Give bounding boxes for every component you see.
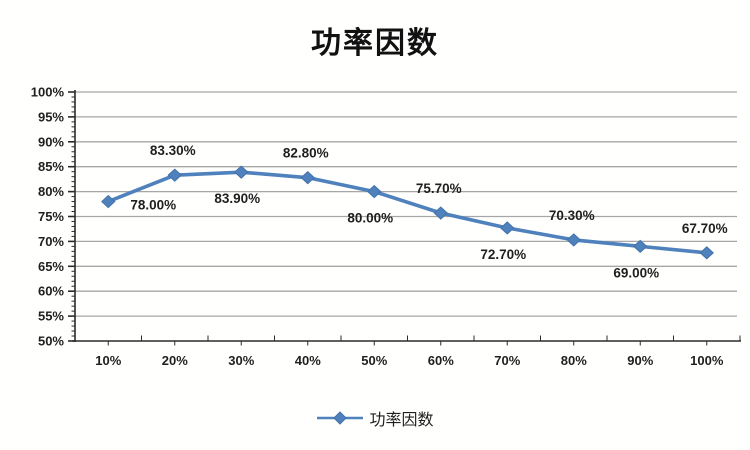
- legend: 功率因数: [0, 403, 750, 433]
- data-point-label: 80.00%: [347, 211, 393, 226]
- data-point-label: 69.00%: [613, 265, 659, 280]
- data-point-label: 75.70%: [416, 181, 462, 196]
- x-tick-label: 80%: [561, 353, 587, 368]
- x-tick-label: 90%: [627, 353, 653, 368]
- data-point-marker: [300, 170, 315, 185]
- y-tick-label: 55%: [38, 309, 64, 324]
- series-line: [106, 170, 709, 255]
- data-point-marker: [633, 239, 648, 254]
- y-tick-label: 50%: [38, 334, 64, 349]
- data-point-label: 83.90%: [214, 191, 260, 206]
- y-tick-label: 85%: [38, 159, 64, 174]
- data-point-label: 67.70%: [682, 221, 728, 236]
- data-point-label: 78.00%: [130, 198, 176, 213]
- data-point-marker: [500, 221, 515, 235]
- y-tick-label: 90%: [38, 134, 64, 149]
- chart-title: 功率因数: [311, 27, 439, 60]
- data-point-marker: [566, 233, 581, 247]
- x-tick-label: 50%: [361, 353, 387, 368]
- x-tick-label: 70%: [494, 353, 520, 368]
- x-tick-label: 30%: [228, 353, 254, 368]
- y-tick-label: 80%: [38, 184, 64, 199]
- data-point-marker: [699, 246, 714, 260]
- data-point-label: 83.30%: [150, 143, 196, 158]
- x-tick-label: 40%: [295, 353, 321, 368]
- y-tick-label: 60%: [38, 284, 64, 299]
- data-point-marker: [433, 206, 448, 220]
- y-tick-label: 75%: [38, 209, 64, 224]
- data-point-marker: [234, 165, 249, 179]
- x-tick-label: 20%: [162, 353, 188, 368]
- data-point-marker: [101, 194, 116, 209]
- y-tick-label: 65%: [38, 259, 64, 274]
- legend-label: 功率因数: [369, 412, 434, 429]
- x-tick-label: 60%: [428, 353, 454, 368]
- data-point-label: 72.70%: [480, 247, 526, 262]
- data-point-marker: [367, 184, 382, 199]
- data-point-label: 70.30%: [549, 208, 595, 223]
- x-tick-label: 10%: [95, 353, 121, 368]
- y-tick-label: 70%: [38, 234, 64, 249]
- x-tick-label: 100%: [690, 353, 724, 368]
- y-tick-label: 100%: [31, 85, 65, 100]
- data-point-label: 82.80%: [283, 146, 329, 161]
- y-tick-label: 95%: [38, 109, 64, 124]
- legend-series-marker-icon: [317, 411, 364, 425]
- data-point-marker: [167, 168, 182, 182]
